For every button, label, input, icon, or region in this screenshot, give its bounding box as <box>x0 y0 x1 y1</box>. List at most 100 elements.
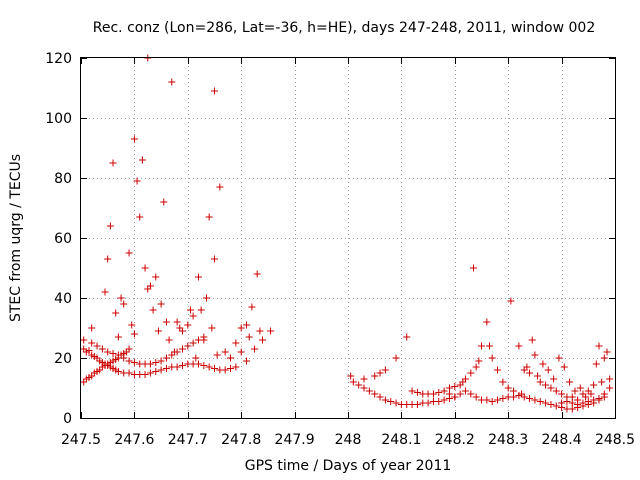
data-point <box>478 342 485 350</box>
data-point <box>590 396 598 404</box>
data-point <box>440 396 448 404</box>
data-point <box>173 363 181 371</box>
data-point <box>371 390 379 398</box>
grid-lines <box>81 58 615 418</box>
data-point <box>259 336 267 344</box>
y-tick-label: 100 <box>45 111 72 127</box>
data-point <box>504 384 512 392</box>
data-point <box>408 387 416 395</box>
data-point <box>256 327 264 335</box>
data-point <box>467 390 475 398</box>
y-tick-label: 40 <box>54 291 72 307</box>
data-point <box>157 357 165 365</box>
data-point <box>114 351 122 359</box>
data-point <box>197 306 205 314</box>
data-point <box>475 357 483 365</box>
data-point <box>587 390 595 398</box>
data-point <box>568 393 576 401</box>
data-point <box>403 333 411 341</box>
data-point <box>413 389 421 396</box>
data-point <box>603 348 611 356</box>
data-point <box>510 387 518 395</box>
data-point <box>128 321 136 329</box>
data-point <box>568 405 576 413</box>
data-point <box>392 399 400 407</box>
data-point <box>211 365 218 372</box>
data-point <box>267 327 275 335</box>
data-point <box>186 306 194 314</box>
data-point <box>173 318 181 326</box>
x-tick-label: 247.7 <box>168 432 208 448</box>
x-tick-label: 247.9 <box>275 432 315 448</box>
data-point <box>507 297 515 305</box>
data-point <box>531 396 539 404</box>
data-point <box>125 345 133 353</box>
data-point <box>243 321 251 329</box>
data-point <box>558 399 566 407</box>
y-tick-label: 120 <box>45 51 72 67</box>
data-point <box>170 348 178 356</box>
data-point <box>205 213 213 221</box>
data-point <box>178 345 186 353</box>
data-point <box>237 348 245 356</box>
data-point <box>547 384 555 392</box>
data-point <box>130 359 138 366</box>
data-point <box>547 401 555 408</box>
data-point <box>445 390 453 398</box>
x-tick-label: 248.1 <box>381 432 421 448</box>
data-point <box>248 303 256 311</box>
data-point <box>162 365 170 372</box>
data-point <box>486 342 494 350</box>
data-point <box>114 333 122 341</box>
data-point <box>413 401 421 408</box>
data-point <box>178 327 186 335</box>
data-point <box>451 393 459 401</box>
data-point <box>381 366 389 374</box>
data-point <box>200 362 208 369</box>
data-point <box>483 318 491 326</box>
data-point <box>347 372 355 380</box>
data-point <box>606 384 614 392</box>
data-point <box>194 273 202 281</box>
data-point <box>574 401 582 408</box>
data-point <box>392 354 400 362</box>
data-point <box>360 384 368 392</box>
data-point <box>387 398 395 405</box>
y-axis-title: STEC from uqrg / TECUs <box>8 154 24 322</box>
data-point <box>582 393 590 401</box>
data-point <box>152 359 160 366</box>
data-point <box>165 336 173 344</box>
data-point <box>555 354 563 362</box>
data-point <box>584 398 592 405</box>
data-point <box>125 369 133 377</box>
data-point <box>451 383 459 390</box>
data-point <box>510 393 518 401</box>
data-point <box>141 371 149 378</box>
x-tick-label: 248.3 <box>488 432 528 448</box>
data-point <box>534 372 542 380</box>
data-point <box>526 395 534 402</box>
data-point <box>109 350 117 357</box>
data-point <box>542 381 550 389</box>
data-point <box>461 387 469 395</box>
data-point <box>93 342 101 350</box>
y-tick-label: 20 <box>54 351 72 367</box>
data-point <box>138 156 146 164</box>
data-point <box>125 357 133 365</box>
data-point <box>355 381 363 389</box>
data-point <box>114 368 122 375</box>
data-point <box>154 327 162 335</box>
data-point <box>120 354 128 362</box>
data-point <box>98 345 106 353</box>
data-point <box>494 396 502 404</box>
axis-ticks <box>81 58 616 419</box>
data-point <box>117 294 125 302</box>
data-point <box>536 378 544 386</box>
data-point <box>592 360 600 368</box>
data-point <box>566 378 574 386</box>
data-point <box>200 336 208 344</box>
data-point <box>243 357 251 365</box>
data-point <box>232 363 240 371</box>
data-point <box>365 387 373 395</box>
data-point <box>445 384 453 392</box>
